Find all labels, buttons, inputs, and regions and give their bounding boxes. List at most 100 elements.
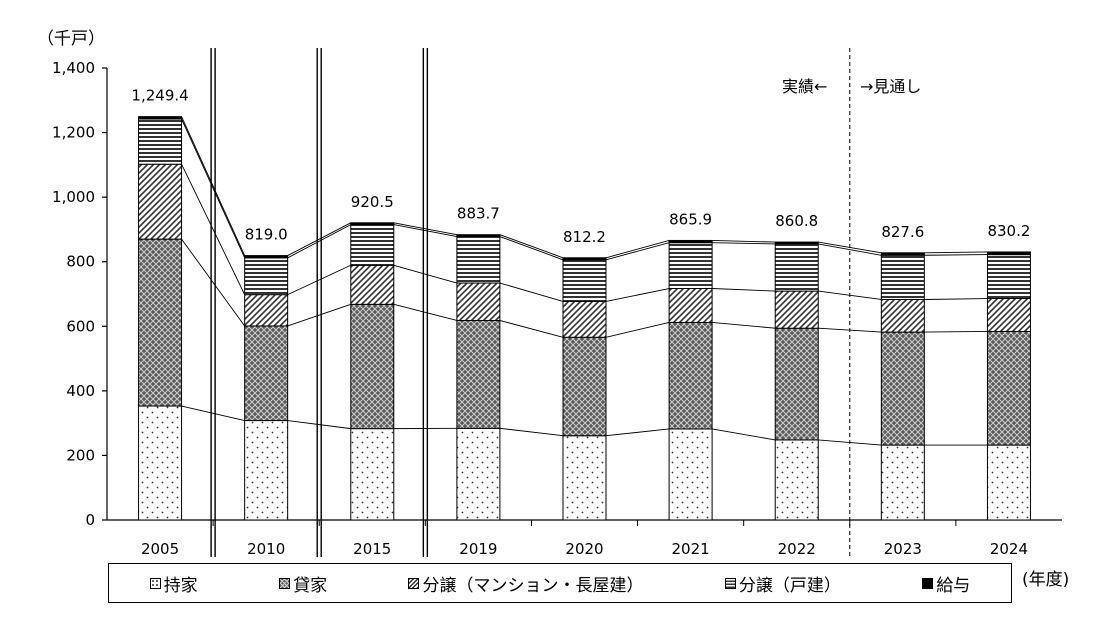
series-connector <box>500 237 563 260</box>
series-connector <box>394 225 457 237</box>
bar-segment <box>775 244 818 291</box>
series-connector <box>288 421 351 429</box>
legend-label: 持家 <box>164 571 198 596</box>
x-tick-label: 2023 <box>884 540 922 558</box>
series-connector <box>288 223 351 256</box>
x-tick-label: 2020 <box>565 540 603 558</box>
series-connector <box>606 289 669 302</box>
bar-segment <box>351 223 394 225</box>
legend-swatch <box>408 578 419 589</box>
y-tick-label: 1,400 <box>52 59 95 77</box>
legend-swatch <box>150 578 161 589</box>
legend-item: 持家 <box>150 571 198 596</box>
bar-segment <box>139 117 182 119</box>
data-label: 827.6 <box>881 223 924 241</box>
plot-area: 02004006008001,0001,2001,40020051,249.42… <box>52 48 1062 558</box>
series-connector <box>924 331 987 332</box>
bar-segment <box>669 240 712 242</box>
series-connector <box>500 428 563 435</box>
series-connector <box>712 240 775 242</box>
series-connector <box>288 304 351 326</box>
bar-segment <box>987 331 1030 445</box>
bar-segment <box>139 239 182 406</box>
bar-segment <box>775 291 818 328</box>
legend: 持家 貸家 分譲（マンション・長屋建） 分譲（戸建） 給与 <box>108 563 1012 603</box>
x-tick-label: 2010 <box>247 540 285 558</box>
data-label: 883.7 <box>457 205 500 223</box>
x-tick-label: 2019 <box>459 540 497 558</box>
bar-segment <box>881 445 924 520</box>
legend-swatch <box>725 578 736 589</box>
bar-segment <box>563 436 606 520</box>
y-tick-label: 600 <box>66 317 95 335</box>
series-connector <box>394 304 457 320</box>
bar-segment <box>987 252 1030 255</box>
bar-segment <box>563 260 606 302</box>
bar-segment <box>881 253 924 255</box>
legend-item: 分譲（マンション・長屋建） <box>408 571 643 596</box>
y-axis-unit: （千戸） <box>37 24 105 49</box>
bar-segment <box>775 440 818 520</box>
bar-segment <box>987 255 1030 299</box>
y-tick-label: 1,200 <box>52 124 95 142</box>
data-label: 860.8 <box>775 212 818 230</box>
bar-segment <box>245 326 288 421</box>
bar-segment <box>775 328 818 440</box>
y-tick-label: 0 <box>85 511 95 529</box>
bar-segment <box>351 225 394 266</box>
series-connector <box>394 223 457 235</box>
y-tick-label: 400 <box>66 382 95 400</box>
series-connector <box>182 117 245 256</box>
series-connector <box>712 322 775 328</box>
bar-segment <box>139 406 182 520</box>
legend-label: 分譲（戸建） <box>739 571 841 596</box>
series-connector <box>394 265 457 283</box>
series-connector <box>712 429 775 440</box>
data-label: 812.2 <box>563 228 606 246</box>
x-axis-unit: (年度) <box>1022 565 1069 590</box>
bar-segment <box>245 258 288 295</box>
series-connector <box>182 119 245 258</box>
series-connector <box>924 299 987 300</box>
bar-segment <box>245 256 288 258</box>
x-tick-label: 2015 <box>353 540 391 558</box>
x-tick-label: 2022 <box>778 540 816 558</box>
series-connector <box>182 164 245 294</box>
y-tick-label: 1,000 <box>52 188 95 206</box>
data-label: 920.5 <box>351 193 394 211</box>
bar-segment <box>351 304 394 428</box>
bar-segment <box>669 429 712 520</box>
series-connector <box>182 239 245 326</box>
bar-segment <box>351 265 394 304</box>
series-connector <box>606 243 669 260</box>
series-connector <box>500 320 563 337</box>
bar-segment <box>139 119 182 164</box>
legend-label: 貸家 <box>293 571 327 596</box>
legend-item: 貸家 <box>279 571 327 596</box>
bar-segment <box>457 237 500 283</box>
legend-label: 分譲（マンション・長屋建） <box>422 571 643 596</box>
annotation-forecast: →見通し <box>860 73 921 97</box>
bar-segment <box>669 243 712 289</box>
data-label: 1,249.4 <box>131 87 188 105</box>
bar-segment <box>987 445 1030 520</box>
bar-segment <box>881 255 924 299</box>
x-tick-label: 2024 <box>990 540 1028 558</box>
series-connector <box>500 283 563 301</box>
bar-segment <box>351 429 394 520</box>
bar-segment <box>457 283 500 320</box>
x-tick-label: 2005 <box>141 540 179 558</box>
bar-segment <box>139 164 182 239</box>
series-connector <box>606 429 669 436</box>
bar-segment <box>457 428 500 520</box>
series-connector <box>606 322 669 337</box>
legend-item: 分譲（戸建） <box>725 571 841 596</box>
bar-segment <box>881 299 924 332</box>
legend-item: 給与 <box>922 571 970 596</box>
series-connector <box>606 240 669 257</box>
data-label: 819.0 <box>245 226 288 244</box>
annotation-actual: 実績← <box>782 73 827 97</box>
bar-segment <box>457 320 500 428</box>
